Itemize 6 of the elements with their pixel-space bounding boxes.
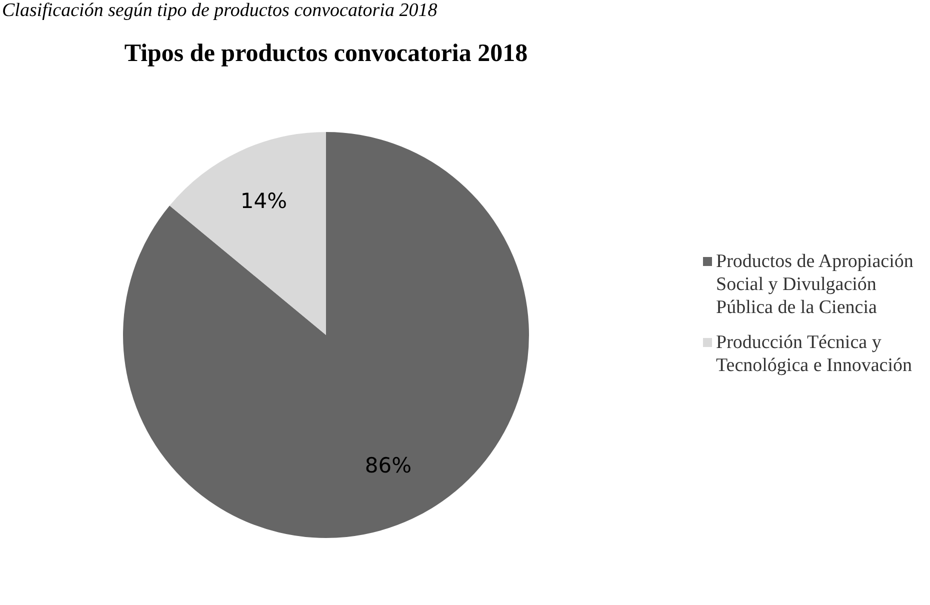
legend-label: Productos de Apropiación Social y Divulgación Pública de la Ciencia xyxy=(716,250,914,319)
text: Clasificación según tipo de productos convocatoria 2018 xyxy=(2,0,438,22)
data-label: 86% xyxy=(364,454,412,478)
data-label: 14% xyxy=(240,189,288,214)
chart-title: Tipos de productos convocatoria 2018 xyxy=(123,40,529,68)
legend-label: Producción Técnica y Tecnológica e Innovación xyxy=(716,331,913,377)
